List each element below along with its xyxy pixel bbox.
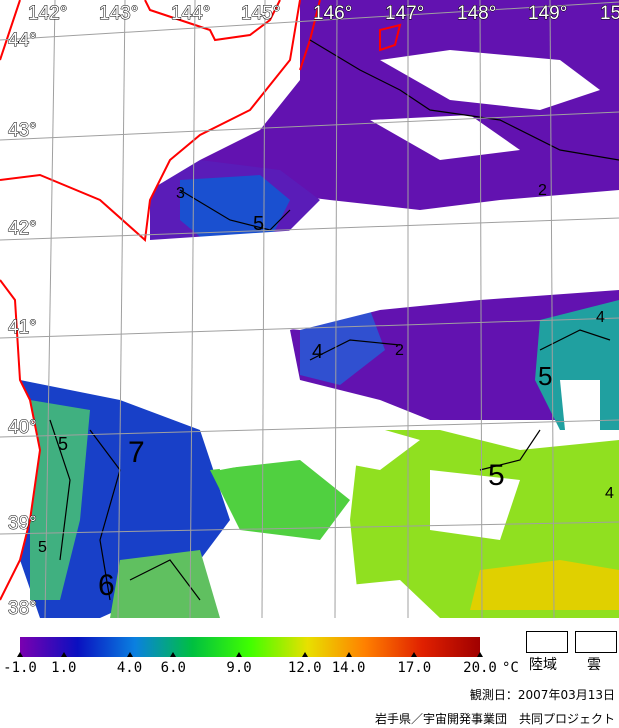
color-bar-tick [411, 652, 418, 657]
longitude-label: 148° [457, 3, 496, 24]
contour-label: 5 [488, 459, 505, 492]
cloud-label: 雲 [587, 657, 601, 673]
longitude-label: 146° [313, 3, 352, 24]
latitude-label: 41° [8, 317, 37, 338]
warm-water-region [470, 560, 619, 610]
blue-water-region [180, 175, 290, 245]
color-bar-tick-label: 17.0 [397, 660, 432, 676]
observation-date: 観測日：2007年03月13日 [469, 688, 615, 702]
latitude-label: 42° [8, 218, 37, 239]
longitude-label: 143° [99, 3, 138, 24]
longitude-label: 149° [528, 3, 567, 24]
warm-water-region [210, 460, 350, 540]
latitude-label: 38° [8, 598, 37, 618]
sea-surface-temperature-map: 3 5 2 2 4 4 5 5 7 5 6 5 4 142° 143° 144°… [0, 0, 619, 618]
lat-lon-grid [0, 0, 619, 618]
color-bar-tick-label: 20.0 [463, 660, 497, 676]
contour-label: 5 [253, 213, 264, 235]
color-bar-tick [477, 652, 483, 657]
blue-water-region [300, 310, 385, 385]
latitude-label: 39° [8, 513, 37, 534]
color-bar-tick-label: -1.0 [3, 660, 37, 676]
longitude-label: 144° [171, 3, 210, 24]
latitude-label: 44° [8, 30, 37, 51]
color-bar-tick-label: 6.0 [160, 660, 186, 676]
latitude-label: 40° [8, 417, 37, 438]
longitude-label: 15 [600, 3, 619, 24]
color-bar-tick [345, 652, 352, 657]
unit-label: °C [502, 660, 519, 676]
contour-label: 6 [98, 569, 115, 602]
warm-water-region [110, 550, 220, 618]
contour-label: 5 [58, 434, 68, 454]
land-swatch [526, 631, 568, 653]
longitude-label: 145° [241, 3, 280, 24]
color-bar-tick-label: 4.0 [116, 660, 143, 676]
contour-label: 2 [395, 342, 404, 359]
temperature-color-bar [20, 637, 480, 657]
color-bar-tick-label: 1.0 [51, 660, 77, 676]
color-bar-tick-label: 12.0 [287, 660, 322, 676]
contour-label: 4 [596, 309, 605, 326]
warm-water-region [30, 400, 90, 600]
coastline [0, 0, 402, 601]
color-bar-tick [126, 652, 133, 657]
color-bar-tick-label: 9.0 [226, 660, 252, 676]
cloud-swatch [575, 631, 617, 653]
color-bar-tick [301, 652, 308, 657]
contour-label: 3 [176, 185, 185, 202]
land-label: 陸域 [529, 657, 557, 673]
longitude-label: 147° [385, 3, 424, 24]
contour-label: 4 [605, 485, 614, 502]
color-bar-tick [170, 652, 177, 657]
color-bar-tick-label: 14.0 [331, 660, 366, 676]
contour-label: 2 [538, 182, 547, 199]
latitude-label: 43° [8, 120, 37, 141]
longitude-label: 142° [28, 3, 67, 24]
isotherm-contours [49, 39, 619, 601]
contour-label: 5 [538, 361, 552, 391]
color-bar-tick [236, 652, 243, 657]
credit-text: 岩手県／宇宙開発事業団 共同プロジェクト [374, 712, 615, 726]
color-bar-tick [17, 652, 23, 657]
color-bar-tick [60, 652, 67, 657]
contour-label: 7 [128, 436, 145, 469]
contour-label: 4 [312, 341, 323, 363]
contour-label: 5 [38, 539, 47, 556]
land-hokkaido [0, 0, 300, 240]
